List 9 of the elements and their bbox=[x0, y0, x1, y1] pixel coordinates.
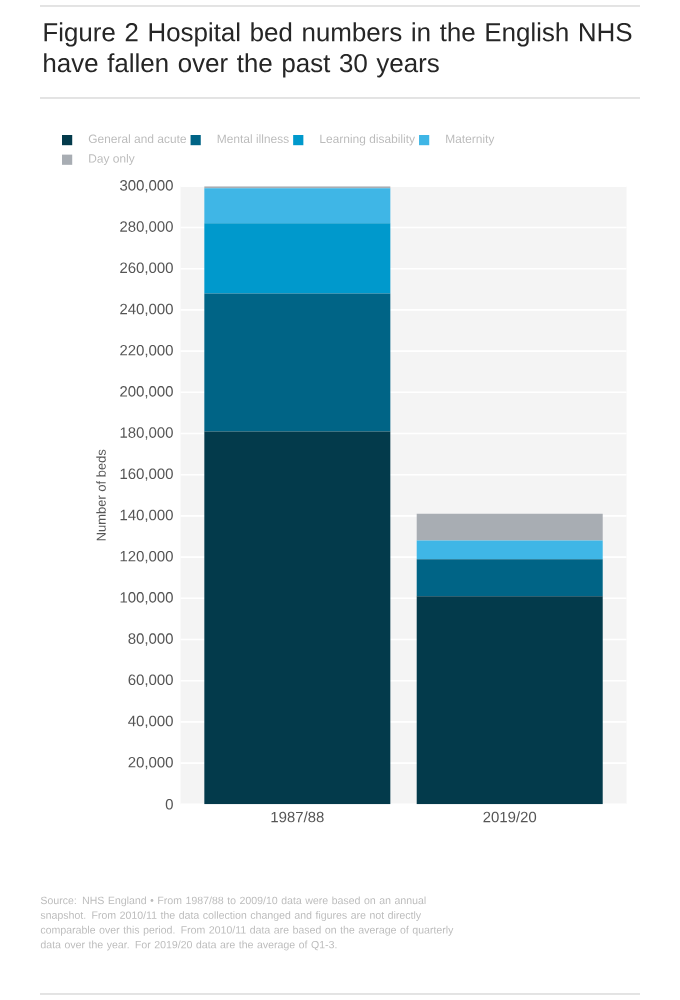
bar bbox=[416, 513, 603, 541]
bar bbox=[204, 223, 391, 294]
bar bbox=[204, 188, 391, 224]
bar bbox=[204, 293, 391, 432]
bar bbox=[416, 540, 603, 560]
bar bbox=[416, 559, 603, 597]
bar bbox=[204, 431, 391, 805]
bar bbox=[416, 596, 603, 805]
chart-title: Figure 2 Hospital bed numbers in the English NHS have fallen over the past 30 years bbox=[44, 22, 632, 78]
